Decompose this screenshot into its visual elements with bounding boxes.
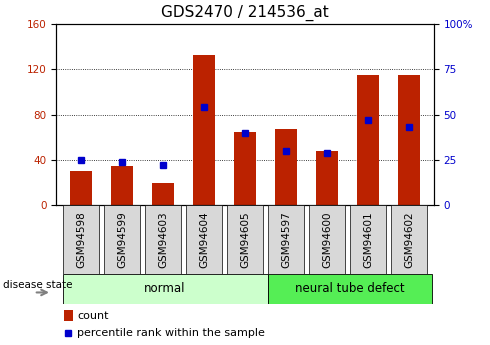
Text: GSM94604: GSM94604 — [199, 211, 209, 268]
Text: normal: normal — [144, 283, 186, 295]
Text: GSM94598: GSM94598 — [76, 211, 86, 268]
Bar — [398, 75, 420, 205]
FancyBboxPatch shape — [268, 274, 432, 304]
FancyBboxPatch shape — [226, 205, 264, 274]
Text: disease state: disease state — [3, 279, 73, 289]
FancyBboxPatch shape — [186, 205, 222, 274]
Text: neural tube defect: neural tube defect — [295, 283, 404, 295]
Bar — [275, 129, 297, 205]
Bar — [234, 132, 256, 205]
FancyBboxPatch shape — [349, 205, 387, 274]
Bar — [70, 171, 92, 205]
Bar — [111, 166, 133, 205]
FancyBboxPatch shape — [145, 205, 181, 274]
FancyBboxPatch shape — [63, 274, 268, 304]
Text: GSM94599: GSM94599 — [117, 211, 127, 268]
Text: count: count — [77, 311, 109, 321]
Bar — [193, 55, 215, 205]
Title: GDS2470 / 214536_at: GDS2470 / 214536_at — [161, 5, 329, 21]
FancyBboxPatch shape — [63, 205, 99, 274]
FancyBboxPatch shape — [103, 205, 141, 274]
Text: GSM94603: GSM94603 — [158, 211, 168, 268]
Text: GSM94605: GSM94605 — [240, 211, 250, 268]
Text: GSM94597: GSM94597 — [281, 211, 291, 268]
Text: GSM94601: GSM94601 — [363, 211, 373, 268]
Text: percentile rank within the sample: percentile rank within the sample — [77, 328, 265, 338]
FancyBboxPatch shape — [268, 205, 304, 274]
Bar — [316, 151, 338, 205]
Bar — [357, 75, 379, 205]
Bar — [152, 183, 174, 205]
FancyBboxPatch shape — [309, 205, 345, 274]
Text: GSM94602: GSM94602 — [404, 211, 414, 268]
Text: GSM94600: GSM94600 — [322, 211, 332, 268]
Bar — [64, 310, 74, 321]
FancyBboxPatch shape — [391, 205, 427, 274]
